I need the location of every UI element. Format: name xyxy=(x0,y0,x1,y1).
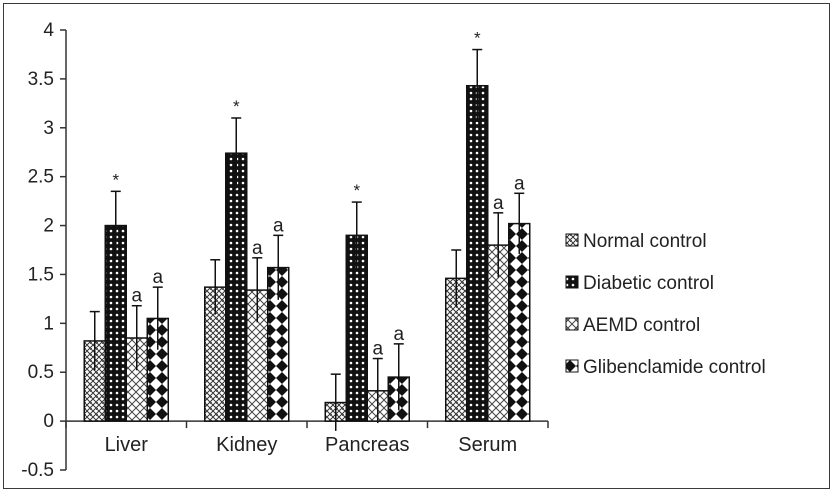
y-tick-label: 0 xyxy=(43,411,54,432)
significance-label: a xyxy=(493,193,504,214)
y-tick-label: 3 xyxy=(43,118,54,139)
y-tick-label: 2 xyxy=(43,216,54,237)
significance-label: a xyxy=(273,215,284,236)
x-category-label: Pancreas xyxy=(325,434,410,456)
legend-label: AEMD control xyxy=(583,315,700,336)
legend-swatch xyxy=(565,233,579,247)
legend-label: Normal control xyxy=(583,231,707,252)
y-tick-label: 1 xyxy=(43,313,54,334)
significance-label: * xyxy=(474,29,481,48)
significance-label: a xyxy=(514,173,525,194)
legend: Normal control Diabetic control AEMD contr… xyxy=(565,231,766,378)
y-tick-label: 1.5 xyxy=(28,264,54,285)
bars-layer: *aa*aa*aa*aa xyxy=(83,29,531,431)
y-tick-label: 4 xyxy=(43,20,54,41)
x-category-label: Serum xyxy=(458,434,517,456)
y-tick-label: 3.5 xyxy=(28,69,54,90)
bar xyxy=(466,84,489,422)
legend-label: Diabetic control xyxy=(583,273,714,294)
y-tick-label: 0.5 xyxy=(28,362,54,383)
significance-label: a xyxy=(393,324,404,345)
significance-label: a xyxy=(252,238,263,259)
legend-swatch xyxy=(565,359,579,373)
legend-label: Glibenclamide control xyxy=(583,357,766,378)
legend-swatch xyxy=(565,317,579,331)
significance-label: * xyxy=(112,170,119,189)
y-tick-label: 2.5 xyxy=(28,167,54,188)
significance-label: a xyxy=(152,267,163,288)
x-category-label: Kidney xyxy=(216,434,277,456)
y-tick-label: -0.5 xyxy=(21,460,54,481)
significance-label: * xyxy=(233,97,240,116)
significance-label: a xyxy=(131,286,142,307)
bar xyxy=(225,152,248,422)
x-category-label: Liver xyxy=(105,434,149,456)
significance-label: a xyxy=(372,339,383,360)
significance-label: * xyxy=(353,181,360,200)
legend-swatch xyxy=(565,275,579,289)
